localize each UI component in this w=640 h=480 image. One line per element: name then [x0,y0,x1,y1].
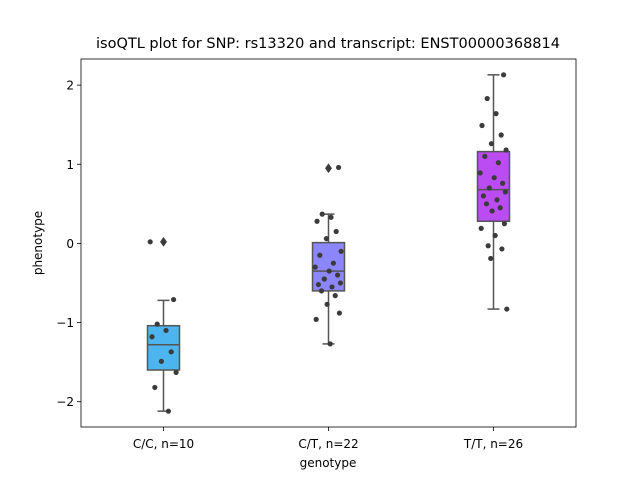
data-point [314,218,320,224]
data-point [332,293,338,299]
data-point [492,232,498,239]
data-point [312,264,318,270]
plot-area: −2 −1 0 1 2 C/C, n=10 C/T, n=22 T/T, n=26 [56,58,577,451]
data-point [491,175,497,181]
data-point [478,225,484,231]
data-point [493,111,499,117]
data-point [329,284,335,290]
data-point [500,180,506,186]
data-point [324,301,330,307]
y-tick-label: 0 [66,237,74,251]
data-point [318,288,325,294]
data-point [480,193,487,199]
chart-title: isoQTL plot for SNP: rs13320 and transcr… [96,36,560,52]
data-point [497,205,503,211]
data-point [152,384,158,391]
data-point [333,228,339,235]
data-point [486,185,492,191]
data-point [313,316,319,322]
data-point [336,310,343,316]
data-point [488,141,494,147]
data-point [495,160,501,166]
data-point [163,327,169,334]
data-point [173,369,179,375]
data-point [165,408,171,414]
data-point [338,248,344,254]
data-point [319,211,325,217]
data-point [500,72,507,78]
data-point [484,95,490,102]
data-point [335,164,342,171]
data-point [502,189,508,195]
x-tick-label: C/T, n=22 [298,437,358,451]
data-point [482,153,488,159]
data-point [328,214,334,220]
data-point [323,236,329,242]
y-tick-label: −2 [56,395,74,409]
data-point [168,349,174,355]
outlier-marker [159,236,168,247]
data-point [335,272,341,278]
x-tick-label: C/C, n=10 [133,437,194,451]
data-point [498,132,504,138]
box [146,324,181,371]
data-point [499,246,505,252]
y-axis-label: phenotype [31,211,45,275]
data-point [330,260,336,266]
data-point [504,306,510,312]
data-point [477,170,483,176]
data-point [485,243,491,249]
data-point [479,122,485,129]
data-point [483,201,490,207]
outlier-marker [324,163,333,174]
data-point [337,280,343,286]
data-point [315,281,322,288]
data-point [326,268,332,274]
data-point [488,255,494,262]
data-point [154,321,160,327]
plot-frame [80,58,577,428]
data-point [147,239,153,245]
data-point [170,296,177,303]
data-point [494,197,500,203]
data-point [149,334,155,340]
data-point [503,147,509,153]
x-tick-label: T/T, n=26 [463,437,523,451]
data-point [489,208,495,214]
x-axis-label: genotype [300,456,357,470]
y-tick-label: −1 [56,316,74,330]
data-point [501,221,508,227]
data-point [327,341,333,347]
y-tick-label: 1 [66,158,74,172]
data-point [317,252,323,258]
data-point [158,358,164,364]
y-tick-label: 2 [66,79,74,93]
data-point [321,276,327,282]
